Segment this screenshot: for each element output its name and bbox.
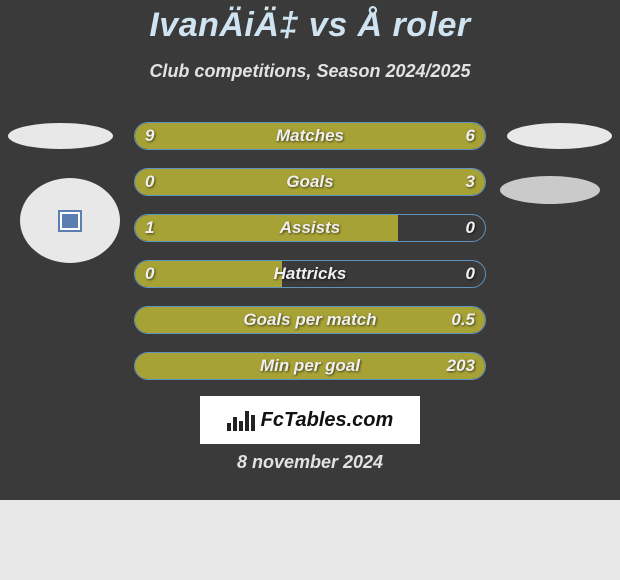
brand-badge: FcTables.com — [200, 396, 420, 444]
team-left-placeholder — [20, 178, 120, 263]
stat-row: 0Goals3 — [134, 168, 486, 196]
stat-value-right: 0 — [466, 261, 475, 287]
stats-panel: IvanÄiÄ‡ vs Å roler Club competitions, S… — [0, 0, 620, 500]
date-label: 8 november 2024 — [0, 452, 620, 473]
stat-label: Assists — [135, 215, 485, 241]
page-title: IvanÄiÄ‡ vs Å roler — [0, 0, 620, 45]
brand-text: FcTables.com — [261, 409, 394, 432]
stat-label: Min per goal — [135, 353, 485, 379]
stat-label: Goals — [135, 169, 485, 195]
player-left-placeholder — [8, 123, 113, 149]
stat-row: 9Matches6 — [134, 122, 486, 150]
stat-value-right: 203 — [447, 353, 475, 379]
stat-row: 1Assists0 — [134, 214, 486, 242]
stat-value-right: 0 — [466, 215, 475, 241]
stat-label: Goals per match — [135, 307, 485, 333]
team-right-placeholder — [500, 176, 600, 204]
stat-label: Matches — [135, 123, 485, 149]
page-subtitle: Club competitions, Season 2024/2025 — [0, 61, 620, 82]
team-left-badge-icon — [60, 212, 80, 230]
stat-row: 0Hattricks0 — [134, 260, 486, 288]
stat-value-right: 6 — [466, 123, 475, 149]
player-right-placeholder — [507, 123, 612, 149]
brand-bars-icon — [227, 409, 255, 431]
stat-value-right: 3 — [466, 169, 475, 195]
stat-label: Hattricks — [135, 261, 485, 287]
stat-row: Min per goal203 — [134, 352, 486, 380]
stat-row: Goals per match0.5 — [134, 306, 486, 334]
stat-value-right: 0.5 — [451, 307, 475, 333]
